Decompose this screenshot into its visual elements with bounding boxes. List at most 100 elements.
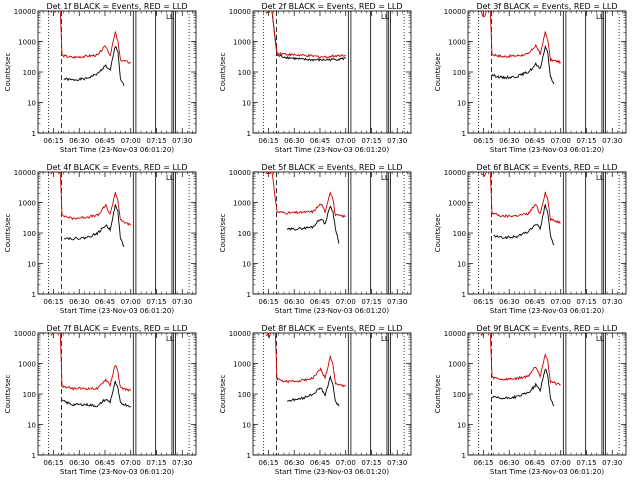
y-tick-label: 10 bbox=[242, 100, 251, 108]
x-tick-label: 06:15 bbox=[43, 137, 63, 145]
x-tick-label: 07:15 bbox=[576, 298, 596, 306]
panel-det-7: Det 7f BLACK = Events, RED = LLD 1 10 100 10… bbox=[4, 324, 197, 476]
y-tick-label: 1 bbox=[247, 291, 251, 299]
x-tick-label: 06:15 bbox=[258, 137, 278, 145]
y-tick-label: 10 bbox=[242, 422, 251, 430]
x-tick-label: 06:30 bbox=[284, 137, 304, 145]
x-axis-label: Start Time (23-Nov-03 06:01:20) bbox=[490, 468, 604, 476]
panel-det-2: Det 2f BLACK = Events, RED = LLD 1 10 100 10… bbox=[219, 2, 412, 154]
plot-area bbox=[478, 172, 620, 294]
x-tick-label: 06:45 bbox=[525, 459, 545, 467]
series-lld-line bbox=[480, 11, 562, 64]
x-tick-label: 07:00 bbox=[336, 298, 356, 306]
x-tick-label: 07:00 bbox=[551, 298, 571, 306]
panel-title: Det 1f BLACK = Events, RED = LLD bbox=[46, 2, 187, 11]
series-lld-line bbox=[265, 333, 346, 388]
x-tick-label: 07:30 bbox=[387, 137, 407, 145]
series-lld-line bbox=[480, 172, 561, 224]
x-tick-label: 06:15 bbox=[258, 459, 278, 467]
x-tick-label: 06:45 bbox=[525, 137, 545, 145]
series-lld-line bbox=[480, 333, 561, 386]
legend-tag: LL bbox=[381, 174, 389, 182]
panel-title: Det 9f BLACK = Events, RED = LLD bbox=[476, 324, 617, 333]
y-tick-label: 10000 bbox=[444, 330, 466, 338]
panel-title: Det 2f BLACK = Events, RED = LLD bbox=[261, 2, 402, 11]
x-tick-label: 06:45 bbox=[95, 298, 115, 306]
x-tick-label: 07:15 bbox=[361, 298, 381, 306]
y-axis-label: Counts/sec bbox=[434, 375, 442, 414]
x-tick-label: 06:30 bbox=[499, 459, 519, 467]
y-axis-label: Counts/sec bbox=[4, 214, 12, 253]
y-tick-label: 1000 bbox=[18, 39, 36, 47]
x-tick-label: 07:15 bbox=[361, 459, 381, 467]
x-tick-label: 07:30 bbox=[172, 298, 192, 306]
x-axis-label: Start Time (23-Nov-03 06:01:20) bbox=[490, 146, 604, 154]
x-tick-label: 07:30 bbox=[602, 459, 622, 467]
series-lld-line bbox=[265, 11, 346, 59]
panel-title: Det 5f BLACK = Events, RED = LLD bbox=[261, 163, 402, 172]
y-tick-label: 10 bbox=[27, 261, 36, 269]
x-tick-label: 07:00 bbox=[336, 459, 356, 467]
y-tick-label: 10000 bbox=[444, 169, 466, 177]
y-tick-label: 1 bbox=[462, 452, 466, 460]
x-axis-label: Start Time (23-Nov-03 06:01:20) bbox=[60, 146, 174, 154]
series-events-line bbox=[286, 375, 340, 407]
y-tick-label: 10 bbox=[242, 261, 251, 269]
y-axis-label: Counts/sec bbox=[434, 214, 442, 253]
panel-title: Det 7f BLACK = Events, RED = LLD bbox=[46, 324, 187, 333]
y-axis-label: Counts/sec bbox=[219, 214, 227, 253]
panel-det-6: Det 6f BLACK = Events, RED = LLD 1 10 100 10… bbox=[434, 163, 627, 315]
y-tick-label: 100 bbox=[23, 69, 36, 77]
x-axis-label: Start Time (23-Nov-03 06:01:20) bbox=[60, 307, 174, 315]
plot-area bbox=[263, 333, 405, 455]
y-tick-label: 100 bbox=[238, 69, 251, 77]
series-lld-line bbox=[265, 172, 346, 219]
plot-area bbox=[478, 333, 620, 455]
x-tick-label: 06:45 bbox=[310, 298, 330, 306]
x-tick-label: 07:30 bbox=[172, 137, 192, 145]
y-tick-label: 1 bbox=[247, 130, 251, 138]
x-tick-label: 07:30 bbox=[602, 137, 622, 145]
legend-tag: LL bbox=[166, 335, 174, 343]
y-tick-label: 1000 bbox=[18, 200, 36, 208]
y-axis-label: Counts/sec bbox=[219, 375, 227, 414]
series-lld-line bbox=[50, 333, 132, 393]
y-tick-label: 1 bbox=[462, 130, 466, 138]
series-events-line bbox=[493, 204, 555, 246]
legend-tag: LL bbox=[596, 13, 604, 21]
plot-area bbox=[263, 172, 405, 294]
panel-title: Det 8f BLACK = Events, RED = LLD bbox=[261, 324, 402, 333]
x-tick-label: 06:30 bbox=[69, 137, 89, 145]
x-axis-label: Start Time (23-Nov-03 06:01:20) bbox=[275, 468, 389, 476]
y-tick-label: 10000 bbox=[14, 8, 36, 16]
legend-tag: LL bbox=[596, 335, 604, 343]
y-axis-label: Counts/sec bbox=[434, 53, 442, 92]
y-tick-label: 10000 bbox=[229, 330, 251, 338]
y-tick-label: 10000 bbox=[229, 169, 251, 177]
x-tick-label: 07:00 bbox=[551, 459, 571, 467]
x-tick-label: 07:30 bbox=[387, 459, 407, 467]
x-tick-label: 07:15 bbox=[576, 459, 596, 467]
y-tick-label: 100 bbox=[453, 69, 466, 77]
x-tick-label: 06:30 bbox=[284, 298, 304, 306]
x-tick-label: 06:30 bbox=[69, 459, 89, 467]
x-tick-label: 06:45 bbox=[525, 298, 545, 306]
plot-area bbox=[478, 11, 620, 133]
legend-tag: LL bbox=[166, 174, 174, 182]
x-tick-label: 06:15 bbox=[473, 459, 493, 467]
panel-det-9: Det 9f BLACK = Events, RED = LLD 1 10 100 10… bbox=[434, 324, 627, 476]
y-tick-label: 1000 bbox=[18, 361, 36, 369]
y-tick-label: 10 bbox=[27, 422, 36, 430]
x-tick-label: 07:00 bbox=[336, 137, 356, 145]
y-tick-label: 1 bbox=[32, 291, 36, 299]
series-lld-line bbox=[50, 11, 131, 64]
panel-det-3: Det 3f BLACK = Events, RED = LLD 1 10 100 10… bbox=[434, 2, 627, 154]
x-tick-label: 06:15 bbox=[473, 137, 493, 145]
series-events-line bbox=[271, 11, 346, 62]
panel-det-4: Det 4f BLACK = Events, RED = LLD 1 10 100 10… bbox=[4, 163, 197, 315]
legend-tag: LL bbox=[596, 174, 604, 182]
panel-det-8: Det 8f BLACK = Events, RED = LLD 1 10 100 10… bbox=[219, 324, 412, 476]
x-axis-label: Start Time (23-Nov-03 06:01:20) bbox=[275, 307, 389, 315]
x-tick-label: 07:00 bbox=[121, 459, 141, 467]
